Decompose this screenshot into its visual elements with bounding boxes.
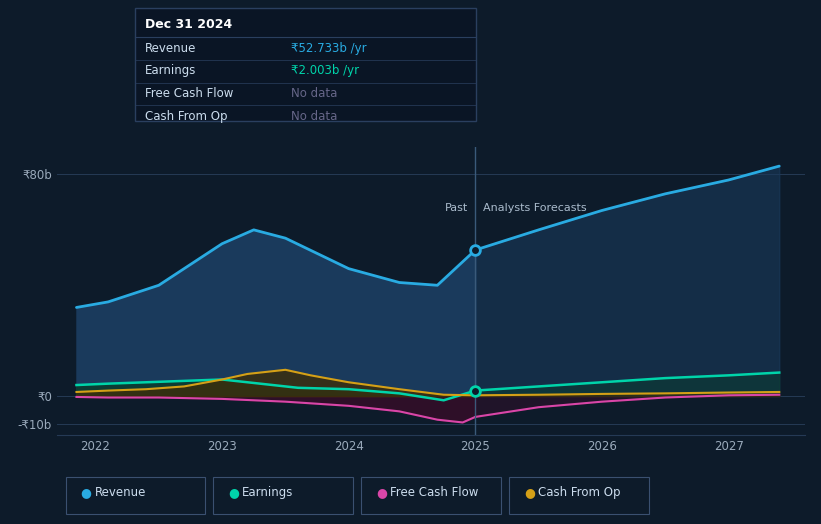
Text: Earnings: Earnings — [145, 64, 197, 78]
Text: ●: ● — [80, 486, 91, 499]
Text: Past: Past — [444, 203, 468, 213]
Text: No data: No data — [291, 87, 337, 100]
Text: Earnings: Earnings — [242, 486, 294, 499]
Text: Cash From Op: Cash From Op — [145, 110, 227, 123]
Text: Analysts Forecasts: Analysts Forecasts — [483, 203, 586, 213]
Text: Free Cash Flow: Free Cash Flow — [390, 486, 479, 499]
Text: Cash From Op: Cash From Op — [538, 486, 620, 499]
Text: Dec 31 2024: Dec 31 2024 — [145, 18, 232, 31]
Text: Revenue: Revenue — [145, 42, 197, 55]
Text: Free Cash Flow: Free Cash Flow — [145, 87, 234, 100]
Text: ●: ● — [524, 486, 534, 499]
Text: ₹2.003b /yr: ₹2.003b /yr — [291, 64, 360, 78]
Text: Revenue: Revenue — [94, 486, 146, 499]
Text: No data: No data — [291, 110, 337, 123]
Text: ●: ● — [376, 486, 387, 499]
Text: ₹52.733b /yr: ₹52.733b /yr — [291, 42, 367, 55]
Text: ●: ● — [228, 486, 239, 499]
